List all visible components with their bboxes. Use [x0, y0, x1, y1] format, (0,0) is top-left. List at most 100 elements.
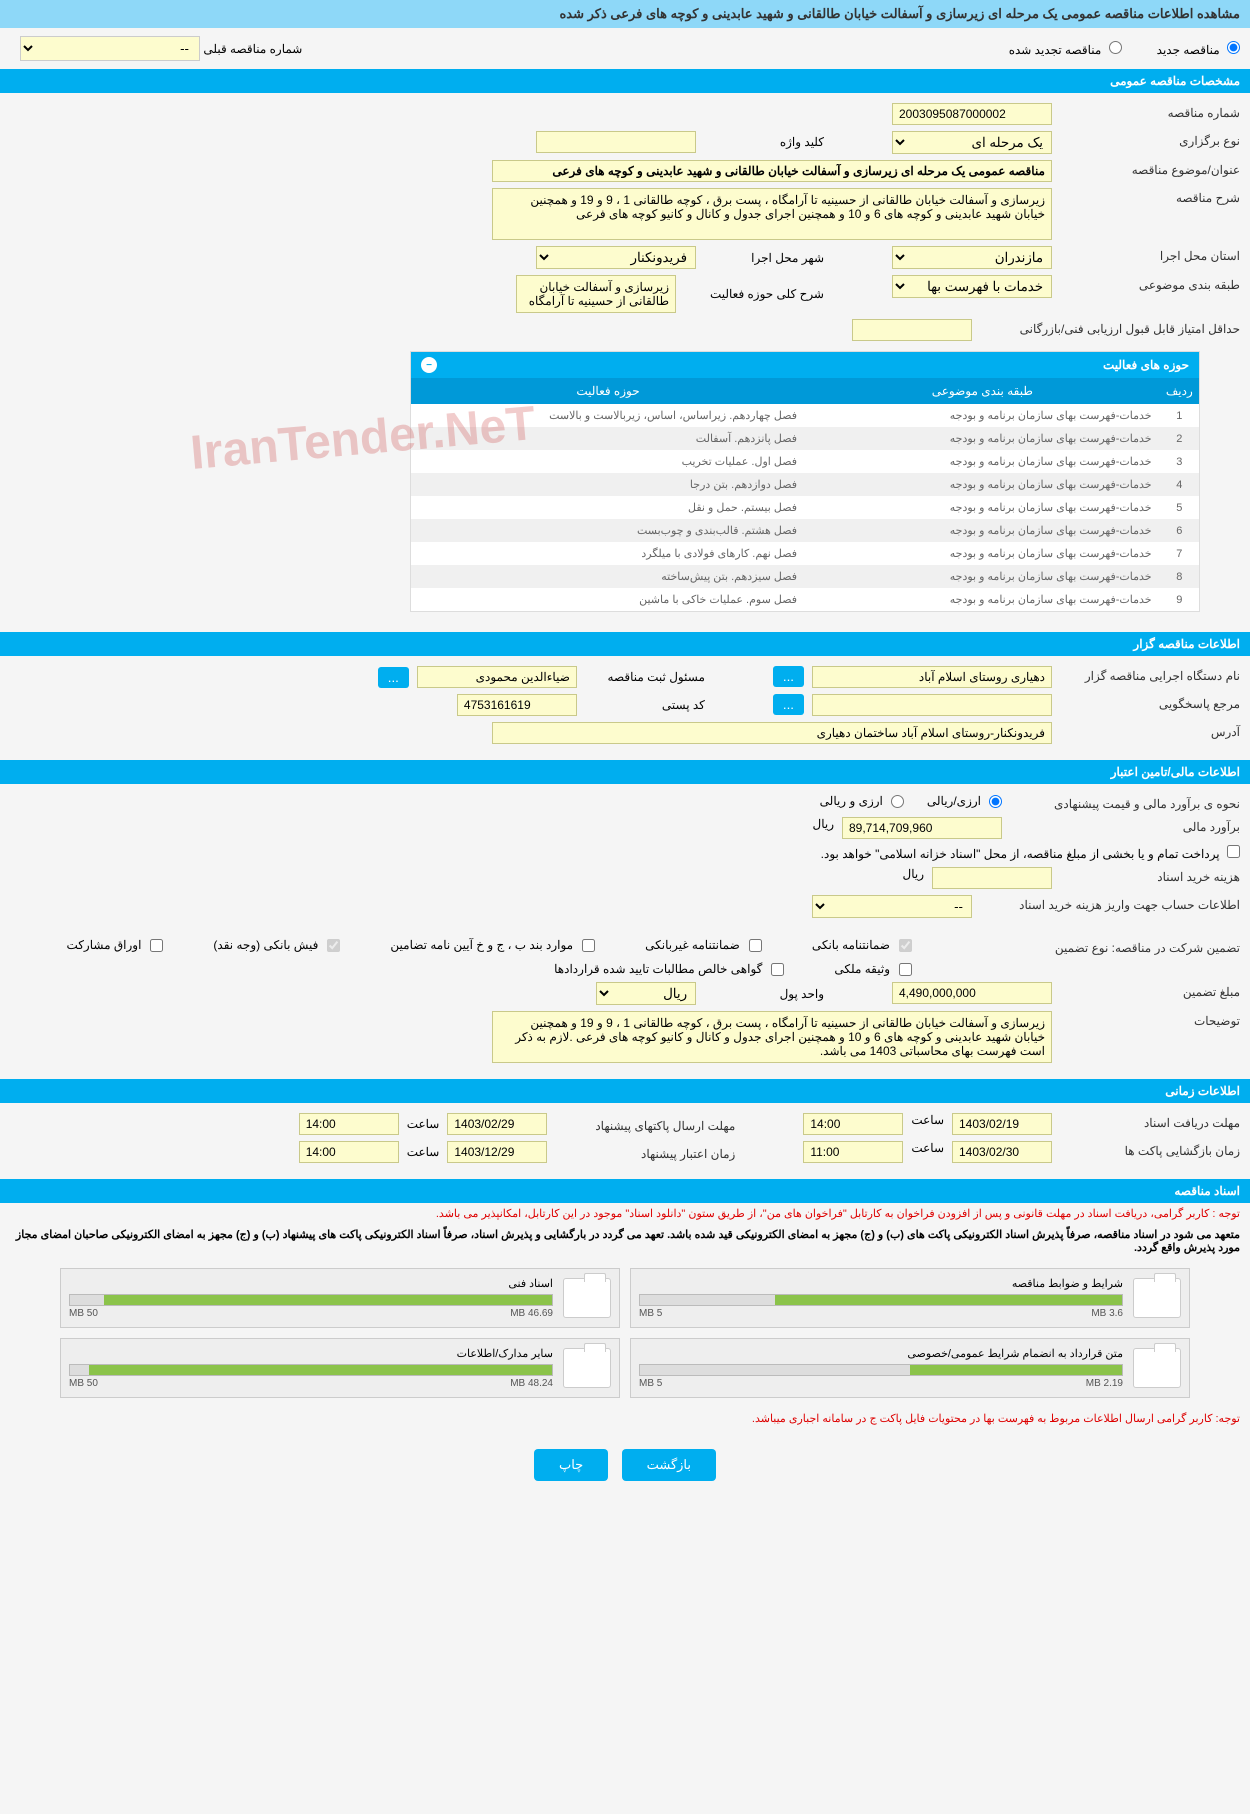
contact-browse-button[interactable]: ...: [773, 694, 804, 715]
lbl-est-method: نحوه ی برآورد مالی و قیمت پیشنهادی: [1010, 794, 1240, 811]
owner-org-browse-button[interactable]: ...: [773, 666, 804, 687]
doc-used: 48.24 MB: [510, 1378, 553, 1389]
guarantee-amount-input[interactable]: [892, 982, 1052, 1004]
table-row: 9خدمات-فهرست بهای سازمان برنامه و بودجهف…: [411, 588, 1199, 611]
lbl-validity: زمان اعتبار پیشنهاد: [555, 1144, 735, 1161]
print-button[interactable]: چاپ: [534, 1449, 608, 1481]
table-row: 6خدمات-فهرست بهای سازمان برنامه و بودجهف…: [411, 519, 1199, 542]
desc-textarea[interactable]: [492, 188, 1052, 240]
address-input[interactable]: [492, 722, 1052, 744]
lbl-time-3: ساعت: [911, 1141, 944, 1155]
receive-date-input[interactable]: [952, 1113, 1052, 1135]
progress-bar: [69, 1364, 553, 1376]
lbl-city: شهر محل اجرا: [704, 251, 824, 265]
th-act: حوزه فعالیت: [411, 378, 805, 404]
lbl-time-4: ساعت: [407, 1145, 440, 1159]
subject-input[interactable]: [492, 160, 1052, 182]
section-owner: اطلاعات مناقصه گزار: [0, 632, 1250, 656]
lbl-notes: توضیحات: [1060, 1011, 1240, 1028]
chk-nonbank[interactable]: ضمانتنامه غیربانکی: [645, 938, 762, 952]
lbl-time-1: ساعت: [911, 1113, 944, 1127]
doc-title: سایر مدارک/اطلاعات: [69, 1347, 553, 1360]
lbl-contact: مرجع پاسخگویی: [1060, 694, 1240, 711]
doc-fee-input[interactable]: [932, 867, 1052, 889]
section-finance: اطلاعات مالی/تامین اعتبار: [0, 760, 1250, 784]
doc-card[interactable]: متن قرارداد به انضمام شرایط عمومی/خصوصی …: [630, 1338, 1190, 1398]
radio-new-tender[interactable]: مناقصه جدید: [1157, 41, 1240, 57]
folder-icon: [563, 1348, 611, 1388]
lbl-province: استان محل اجرا: [1060, 246, 1240, 263]
prev-tender-select[interactable]: --: [20, 36, 200, 61]
lbl-min-score: حداقل امتیاز قابل قبول ارزیابی فنی/بازرگ…: [980, 319, 1240, 336]
keyword-input[interactable]: [536, 131, 696, 153]
radio-rial[interactable]: ارزی/ریالی: [927, 794, 1002, 808]
chk-bank[interactable]: ضمانتنامه بانکی: [812, 938, 912, 952]
city-select[interactable]: فریدونکنار: [536, 246, 696, 269]
section-docs: اسناد مناقصه: [0, 1179, 1250, 1203]
table-row: 2خدمات-فهرست بهای سازمان برنامه و بودجهف…: [411, 427, 1199, 450]
doc-used: 46.69 MB: [510, 1308, 553, 1319]
radio-both[interactable]: ارزی و ریالی: [820, 794, 904, 808]
owner-org-input[interactable]: [812, 666, 1052, 688]
scope-textarea[interactable]: [516, 275, 676, 313]
submit-time-input[interactable]: [299, 1113, 399, 1135]
chk-receivables[interactable]: گواهی خالص مطالبات تایید شده قراردادها: [554, 962, 784, 976]
doc-total: 50 MB: [69, 1308, 98, 1319]
validity-date-input[interactable]: [447, 1141, 547, 1163]
doc-card[interactable]: اسناد فنی 46.69 MB 50 MB: [60, 1268, 620, 1328]
postcode-input[interactable]: [457, 694, 577, 716]
chk-cash[interactable]: فیش بانکی (وجه نقد): [213, 938, 340, 952]
notes-textarea[interactable]: [492, 1011, 1052, 1063]
validity-time-input[interactable]: [299, 1141, 399, 1163]
th-cat: طبقه بندی موضوعی: [805, 378, 1160, 404]
province-select[interactable]: مازندران: [892, 246, 1052, 269]
lbl-scope: شرح کلی حوزه فعالیت: [684, 287, 824, 301]
radio-new-label: مناقصه جدید: [1157, 43, 1220, 57]
contact-input[interactable]: [812, 694, 1052, 716]
table-row: 7خدمات-فهرست بهای سازمان برنامه و بودجهف…: [411, 542, 1199, 565]
doc-title: اسناد فنی: [69, 1277, 553, 1290]
chk-property[interactable]: وثیقه ملکی: [834, 962, 912, 976]
lbl-guarantee-amount: مبلغ تضمین: [1060, 982, 1240, 999]
lbl-keyword: کلید واژه: [704, 135, 824, 149]
min-score-input[interactable]: [852, 319, 972, 341]
lbl-postcode: کد پستی: [585, 698, 705, 712]
table-row: 3خدمات-فهرست بهای سازمان برنامه و بودجهف…: [411, 450, 1199, 473]
open-time-input[interactable]: [803, 1141, 903, 1163]
registrar-input[interactable]: [417, 666, 577, 688]
receive-time-input[interactable]: [803, 1113, 903, 1135]
section-time: اطلاعات زمانی: [0, 1079, 1250, 1103]
type-select[interactable]: یک مرحله ای: [892, 131, 1052, 154]
activity-table-box: حوزه های فعالیت − ردیف طبقه بندی موضوعی …: [410, 351, 1200, 612]
chk-b[interactable]: موارد بند ب ، ج و خ آیین نامه تضامین: [390, 938, 595, 952]
submit-date-input[interactable]: [447, 1113, 547, 1135]
lbl-tender-no: شماره مناقصه: [1060, 103, 1240, 120]
currency-select[interactable]: ریال: [596, 982, 696, 1005]
chk-shares[interactable]: اوراق مشارکت: [66, 938, 163, 952]
category-select[interactable]: خدمات با فهرست بها: [892, 275, 1052, 298]
radio-renew-tender[interactable]: مناقصه تجدید شده: [1009, 41, 1122, 57]
doc-card[interactable]: شرایط و ضوابط مناقصه 3.6 MB5 MB: [630, 1268, 1190, 1328]
section-general: مشخصات مناقصه عمومی: [0, 69, 1250, 93]
open-date-input[interactable]: [952, 1141, 1052, 1163]
note-black: متعهد می شود در اسناد مناقصه، صرفاً پذیر…: [0, 1224, 1250, 1258]
est-amount-input[interactable]: [842, 817, 1002, 839]
lbl-guarantee-types: تضمین شرکت در مناقصه: نوع تضمین: [980, 938, 1240, 955]
fee-account-select[interactable]: --: [812, 895, 972, 918]
treasury-checkbox[interactable]: پرداخت تمام و یا بخشی از مبلغ مناقصه، از…: [821, 845, 1240, 861]
folder-icon: [1133, 1348, 1181, 1388]
tender-no-input[interactable]: [892, 103, 1052, 125]
back-button[interactable]: بازگشت: [622, 1449, 716, 1481]
lbl-open-time: زمان بازگشایی پاکت ها: [1060, 1141, 1240, 1158]
th-num: ردیف: [1160, 378, 1199, 404]
lbl-desc: شرح مناقصه: [1060, 188, 1240, 205]
doc-total: 5 MB: [639, 1378, 662, 1389]
collapse-icon[interactable]: −: [421, 357, 437, 373]
rial-suffix-2: ریال: [902, 867, 924, 881]
folder-icon: [1133, 1278, 1181, 1318]
doc-title: شرایط و ضوابط مناقصه: [639, 1277, 1123, 1290]
registrar-browse-button[interactable]: ...: [378, 667, 409, 688]
lbl-subject: عنوان/موضوع مناقصه: [1060, 160, 1240, 177]
doc-card[interactable]: سایر مدارک/اطلاعات 48.24 MB50 MB: [60, 1338, 620, 1398]
doc-title: متن قرارداد به انضمام شرایط عمومی/خصوصی: [639, 1347, 1123, 1360]
